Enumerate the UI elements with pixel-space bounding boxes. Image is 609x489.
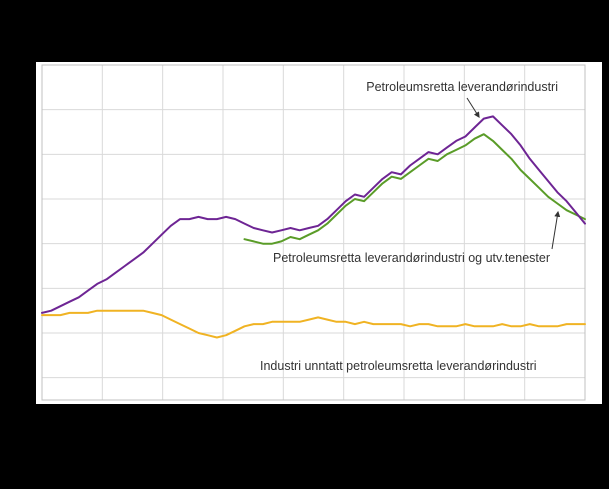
annotation-arrow-green — [551, 210, 561, 250]
chart-panel: Petroleumsretta leverandørindustri Petro… — [36, 62, 602, 404]
gridlines — [42, 65, 585, 400]
series-lines — [41, 115, 586, 339]
plot-border — [41, 64, 586, 401]
plot-canvas — [41, 64, 586, 401]
plot-frame — [41, 64, 586, 401]
annotation-purple-series-label: Petroleumsretta leverandørindustri — [366, 80, 558, 94]
line-series-industri-unntatt-petroleumsretta-leverand-rindustri — [41, 309, 586, 339]
annotation-orange-series-label: Industri unntatt petroleumsretta leveran… — [260, 359, 537, 373]
line-series-petroleumsretta-leverand-rindustri-og-utv-tenester — [243, 133, 586, 245]
annotation-green-series-label: Petroleumsretta leverandørindustri og ut… — [273, 251, 550, 265]
annotation-arrows — [466, 97, 561, 250]
line-series-petroleumsretta-leverand-rindustri — [41, 115, 586, 314]
annotation-arrow-purple — [466, 97, 480, 119]
